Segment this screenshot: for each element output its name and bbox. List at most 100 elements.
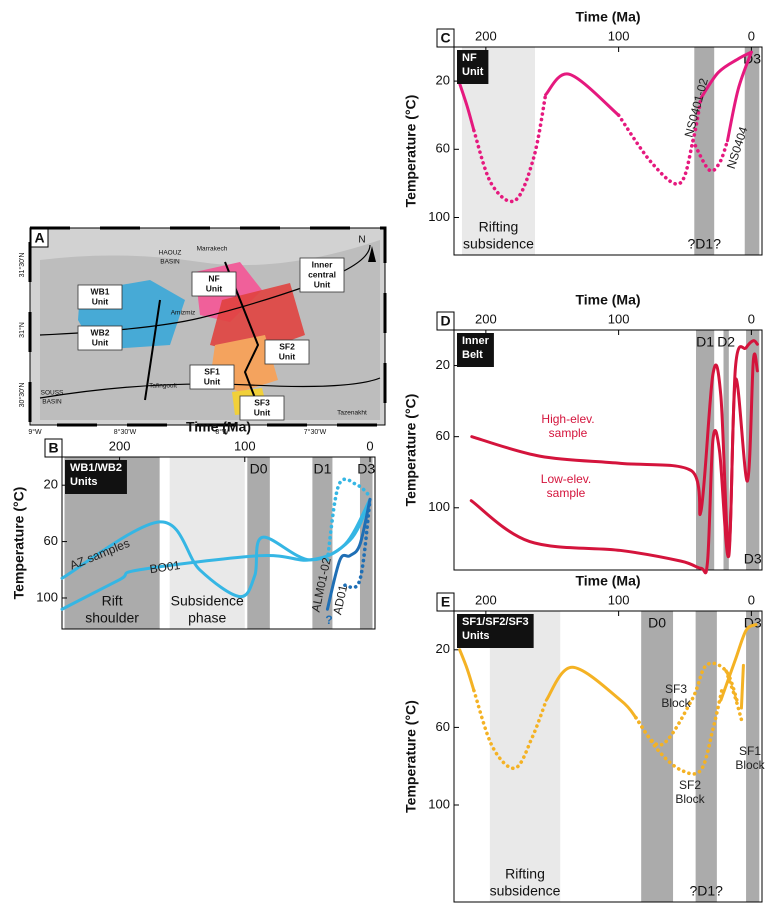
event-band <box>746 330 760 570</box>
annotation: Low-elev. <box>541 472 591 486</box>
unit-box-label: Units <box>70 476 98 488</box>
unit-label: SF3 <box>254 397 270 407</box>
place-label: BASIN <box>42 399 62 406</box>
thermal-path <box>699 50 753 100</box>
plot-frame <box>453 610 763 903</box>
panel-letter-box <box>436 311 455 331</box>
inner-central-area <box>210 283 305 355</box>
unit-label: WB2 <box>91 327 110 337</box>
unit-label: Unit <box>206 283 223 293</box>
band-label: D0 <box>250 461 268 477</box>
place-label: Amizmiz <box>171 310 196 317</box>
thermal-path <box>325 477 372 562</box>
y-tick-label: 100 <box>428 209 450 224</box>
thermal-path <box>472 688 549 771</box>
place-label: Tazenakht <box>337 410 367 417</box>
unit-label-box <box>264 339 310 365</box>
annotation: sample <box>549 426 588 440</box>
thermal-path <box>725 50 753 143</box>
annotation: SF3 <box>665 682 687 696</box>
unit-label-box <box>77 284 123 310</box>
y-tick-label: 100 <box>428 796 450 811</box>
x-axis-label: Time (Ma) <box>575 292 640 308</box>
band-label: D1 <box>313 461 331 477</box>
event-band <box>723 330 729 570</box>
section-line <box>224 261 260 399</box>
x-tick-label: 0 <box>366 438 373 453</box>
annotation: Block <box>661 696 691 710</box>
annotation: SF2 <box>679 778 701 792</box>
unit-label-box <box>191 271 237 297</box>
map-border <box>29 227 386 426</box>
y-tick-label: 100 <box>36 589 58 604</box>
lat-label: 31°30'N <box>18 253 26 278</box>
thermal-path <box>343 497 372 590</box>
unit-box-label: WB1/WB2 <box>70 462 122 474</box>
thermal-path <box>719 623 758 702</box>
x-tick-label: 0 <box>748 311 755 326</box>
unit-box-label: Inner <box>462 335 490 347</box>
x-axis-label: Time (Ma) <box>186 419 251 435</box>
unit-box <box>65 460 127 494</box>
x-tick-label: 100 <box>608 28 630 43</box>
thermal-path <box>634 686 724 776</box>
panel-letter: A <box>34 230 44 246</box>
y-tick-label: 60 <box>436 141 450 156</box>
thermal-path <box>458 83 476 133</box>
thermal-path <box>469 352 759 575</box>
unit-box-label: SF1/SF2/SF3 <box>462 616 529 628</box>
plot-frame <box>453 46 763 256</box>
thermal-path <box>60 497 372 611</box>
annotation: sample <box>547 486 586 500</box>
place-label: BASIN <box>160 259 180 266</box>
unit-label: SF2 <box>279 341 295 351</box>
unit-box <box>457 614 534 648</box>
y-tick-label: 20 <box>436 641 450 656</box>
place-label: N <box>358 235 365 246</box>
thermal-path <box>616 96 703 186</box>
thermal-path <box>739 663 745 710</box>
thermal-path <box>472 92 548 204</box>
unit-box-label: Units <box>462 630 490 642</box>
unit-label-box <box>299 257 345 293</box>
unit-box-label: Unit <box>462 66 484 78</box>
annotation: ? <box>325 613 332 627</box>
unit-label: NF <box>208 273 219 283</box>
band-label: Rifting <box>479 219 519 235</box>
y-tick-label: 60 <box>44 533 58 548</box>
y-axis-label: Temperature (°C) <box>403 95 419 208</box>
band-label: ?D1? <box>690 883 724 899</box>
thermal-path <box>470 339 759 551</box>
y-tick-label: 20 <box>44 477 58 492</box>
lon-label: 9°W <box>28 428 42 436</box>
band-label: Rifting <box>505 866 545 882</box>
fault <box>39 377 381 399</box>
unit-label: SF1 <box>204 366 220 376</box>
y-tick-label: 100 <box>428 499 450 514</box>
x-tick-label: 100 <box>608 311 630 326</box>
unit-box-label: NF <box>462 52 477 64</box>
panel-letter-box <box>30 228 49 248</box>
panel-letter-box <box>44 438 63 458</box>
plot-frame <box>61 456 376 630</box>
section-line <box>144 299 161 401</box>
x-tick-label: 200 <box>109 438 131 453</box>
band-label: D0 <box>648 615 666 631</box>
panel-letter: D <box>440 313 450 329</box>
unit-label: Unit <box>204 376 221 386</box>
band-label: Rift <box>102 593 123 609</box>
lat-label: 31°N <box>18 322 26 338</box>
unit-box <box>457 50 489 84</box>
annotation: Block <box>675 792 705 806</box>
band-label: subsidence <box>490 883 561 899</box>
y-tick-label: 20 <box>436 357 450 372</box>
panel-letter-box <box>436 592 455 612</box>
place-label: HAOUZ <box>159 250 182 257</box>
lon-label: 7°30'W <box>304 428 327 436</box>
x-tick-label: 200 <box>475 28 497 43</box>
x-tick-label: 100 <box>608 592 630 607</box>
lon-label: 8°W <box>215 428 229 436</box>
y-axis-label: Temperature (°C) <box>403 700 419 813</box>
x-axis-label: Time (Ma) <box>575 9 640 25</box>
